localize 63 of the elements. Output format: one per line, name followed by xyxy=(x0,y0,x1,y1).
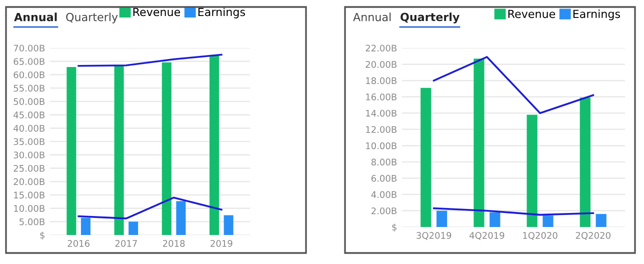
bar xyxy=(114,66,124,235)
y-tick-label: 10.00B xyxy=(366,142,396,150)
y-tick-label: 55.00B xyxy=(14,84,44,92)
chart-title: Quarterly xyxy=(400,12,460,24)
legend-label: Revenue xyxy=(508,10,556,18)
y-tick-label: 8.00B xyxy=(371,158,396,166)
legend-label: Earnings xyxy=(198,8,246,18)
y-tick-label: 25.00B xyxy=(14,164,44,172)
bar xyxy=(128,222,138,235)
y-tick-label: 40.00B xyxy=(14,124,44,132)
line-series xyxy=(78,54,222,67)
y-tick-label: 70.00B xyxy=(14,44,44,52)
y-tick-label: $ xyxy=(392,224,396,232)
y-tick-label: 16.00B xyxy=(366,94,396,100)
y-tick-label: 50.00B xyxy=(14,98,44,105)
bar xyxy=(474,58,484,227)
bar xyxy=(580,98,590,227)
x-tick-label: 2Q2020 xyxy=(576,232,610,240)
x-tick-label: 4Q2019 xyxy=(469,232,504,240)
bar xyxy=(210,56,220,235)
chart-subtitle: Quarterly xyxy=(66,12,118,24)
line-series xyxy=(432,56,594,114)
legend-label: Earnings xyxy=(573,9,620,20)
bar xyxy=(176,201,186,235)
y-tick-label: 45.00B xyxy=(14,112,44,118)
y-tick-label: 14.00B xyxy=(366,110,396,117)
y-tick-label: 22.00B xyxy=(366,44,396,52)
bar xyxy=(436,210,448,227)
x-tick-label: 1Q2020 xyxy=(523,232,558,240)
bar xyxy=(542,216,554,227)
y-tick-label: 4.00B xyxy=(371,191,396,198)
chart-title: Annual xyxy=(14,12,57,22)
y-tick-label: 18.00B xyxy=(366,77,396,84)
bar xyxy=(490,212,500,227)
x-tick-label: 2019 xyxy=(210,240,232,247)
y-tick-label: $ xyxy=(40,232,44,240)
legend-label: Revenue xyxy=(133,8,180,16)
x-tick-label: 2018 xyxy=(162,240,185,247)
text: Annual xyxy=(353,12,391,22)
y-tick-label: 20.00B xyxy=(14,178,44,186)
bar xyxy=(420,88,432,227)
bar xyxy=(596,214,606,227)
y-tick-label: 5.00B xyxy=(20,218,44,226)
bar xyxy=(66,66,76,235)
y-tick-label: 35.00B xyxy=(14,138,44,146)
bar xyxy=(224,215,234,235)
x-tick-label: 2017 xyxy=(115,240,137,247)
y-tick-label: 12.00B xyxy=(366,126,396,133)
y-tick-label: 20.00B xyxy=(366,61,396,68)
y-tick-label: 10.00B xyxy=(14,205,44,212)
bar xyxy=(162,62,172,235)
y-tick-label: 15.00B xyxy=(14,192,44,198)
line-series xyxy=(432,207,594,216)
y-tick-label: 60.00B xyxy=(14,71,44,78)
bar xyxy=(526,114,538,227)
line-series xyxy=(78,196,222,220)
y-tick-label: 6.00B xyxy=(371,174,396,182)
y-tick-label: 2.00B xyxy=(372,207,396,214)
y-tick-label: 65.00B xyxy=(14,58,44,65)
x-tick-label: 3Q2019 xyxy=(416,232,452,240)
x-tick-label: 2016 xyxy=(68,240,90,247)
bar xyxy=(80,218,90,235)
y-tick-label: 30.00B xyxy=(14,152,44,158)
